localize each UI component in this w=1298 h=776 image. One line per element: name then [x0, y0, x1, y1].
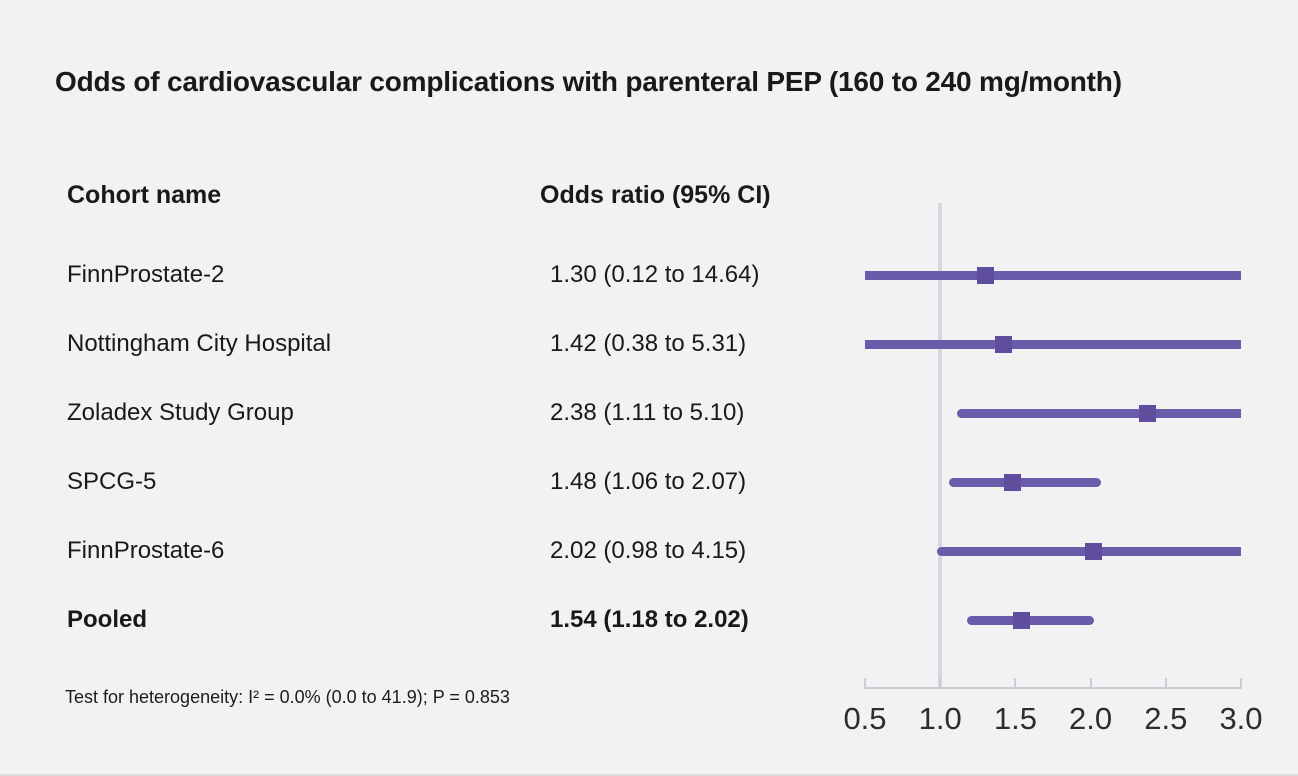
axis-tick-label: 2.5 [1144, 701, 1188, 736]
axis-tick-label: 1.0 [918, 701, 962, 736]
page-title: Odds of cardiovascular complications wit… [55, 66, 1122, 97]
cohort-label: FinnProstate-2 [67, 261, 225, 288]
cohort-label: Zoladex Study Group [67, 399, 294, 426]
estimate-marker [1012, 611, 1030, 629]
axis-tick-label: 2.0 [1069, 701, 1113, 736]
odds-ratio-value: 2.02 (0.98 to 4.15) [550, 537, 747, 564]
odds-ratio-value: 1.48 (1.06 to 2.07) [550, 468, 747, 495]
estimate-marker [1085, 542, 1103, 560]
axis-tick-label: 0.5 [843, 701, 887, 736]
x-axis-line [864, 687, 1242, 689]
axis-tick [939, 678, 942, 687]
heterogeneity-footnote: Test for heterogeneity: I² = 0.0% (0.0 t… [65, 687, 510, 707]
axis-tick [1014, 678, 1017, 687]
axis-tick [864, 678, 866, 687]
cohort-label: SPCG-5 [67, 468, 157, 495]
cohort-label: FinnProstate-6 [67, 537, 225, 564]
confidence-interval-bar [949, 477, 1102, 487]
odds-ratio-value: 1.42 (0.38 to 5.31) [550, 330, 747, 357]
cohort-label: Pooled [67, 606, 148, 633]
column-header-cohort: Cohort name [67, 181, 222, 209]
odds-ratio-value: 1.54 (1.18 to 2.02) [550, 606, 749, 633]
cohort-label: Nottingham City Hospital [67, 330, 332, 357]
axis-tick [1164, 678, 1167, 687]
estimate-marker [1003, 473, 1021, 491]
confidence-interval-bar [865, 270, 1241, 280]
odds-ratio-value: 2.38 (1.11 to 5.10) [550, 399, 745, 426]
estimate-marker [976, 266, 994, 284]
axis-tick [1089, 678, 1092, 687]
column-header-odds-ratio: Odds ratio (95% CI) [540, 181, 771, 209]
confidence-interval-bar [865, 339, 1241, 349]
confidence-interval-bar [967, 615, 1094, 625]
axis-tick-label: 1.5 [993, 701, 1037, 736]
estimate-marker [1139, 404, 1157, 422]
estimate-marker [994, 335, 1012, 353]
reference-line [938, 203, 943, 689]
odds-ratio-value: 1.30 (0.12 to 14.64) [550, 261, 760, 288]
axis-tick-label: 3.0 [1219, 701, 1263, 736]
axis-tick [1240, 678, 1242, 687]
confidence-interval-bar [956, 408, 1241, 418]
